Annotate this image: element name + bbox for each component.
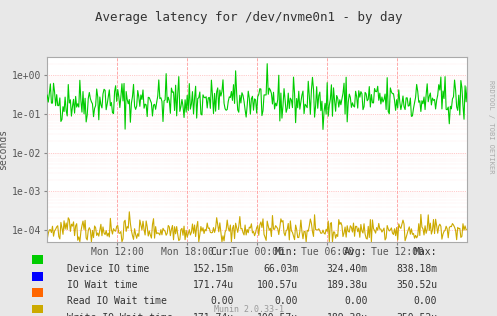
Text: Write IO Wait time: Write IO Wait time bbox=[67, 313, 173, 316]
Text: Min:: Min: bbox=[275, 247, 298, 257]
Text: 189.38u: 189.38u bbox=[327, 313, 368, 316]
Text: 171.74u: 171.74u bbox=[192, 280, 234, 290]
Text: 0.00: 0.00 bbox=[275, 296, 298, 307]
Text: 152.15m: 152.15m bbox=[192, 264, 234, 274]
Text: 0.00: 0.00 bbox=[344, 296, 368, 307]
Text: Max:: Max: bbox=[414, 247, 437, 257]
Text: 350.52u: 350.52u bbox=[396, 313, 437, 316]
Text: 100.57u: 100.57u bbox=[257, 280, 298, 290]
Text: 0.00: 0.00 bbox=[210, 296, 234, 307]
Text: 838.18m: 838.18m bbox=[396, 264, 437, 274]
Text: 66.03m: 66.03m bbox=[263, 264, 298, 274]
Text: 189.38u: 189.38u bbox=[327, 280, 368, 290]
Text: IO Wait time: IO Wait time bbox=[67, 280, 138, 290]
Text: 100.57u: 100.57u bbox=[257, 313, 298, 316]
Text: Device IO time: Device IO time bbox=[67, 264, 149, 274]
Text: 324.40m: 324.40m bbox=[327, 264, 368, 274]
Text: Avg:: Avg: bbox=[344, 247, 368, 257]
Text: 171.74u: 171.74u bbox=[192, 313, 234, 316]
Text: 0.00: 0.00 bbox=[414, 296, 437, 307]
Text: RRDTOOL / TOBI OETIKER: RRDTOOL / TOBI OETIKER bbox=[488, 80, 494, 173]
Text: Cur:: Cur: bbox=[210, 247, 234, 257]
Text: Average latency for /dev/nvme0n1 - by day: Average latency for /dev/nvme0n1 - by da… bbox=[95, 11, 402, 24]
Text: Read IO Wait time: Read IO Wait time bbox=[67, 296, 167, 307]
Text: Munin 2.0.33-1: Munin 2.0.33-1 bbox=[214, 306, 283, 314]
Y-axis label: seconds: seconds bbox=[0, 129, 8, 170]
Text: 350.52u: 350.52u bbox=[396, 280, 437, 290]
